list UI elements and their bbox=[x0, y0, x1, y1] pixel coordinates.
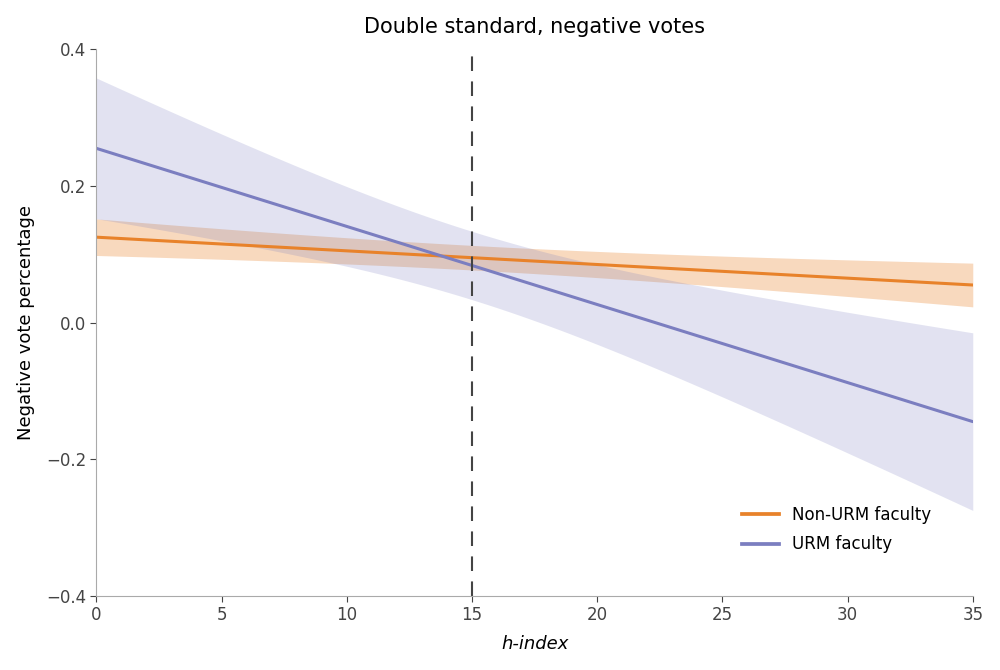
X-axis label: h-index: h-index bbox=[501, 635, 568, 653]
Title: Double standard, negative votes: Double standard, negative votes bbox=[364, 17, 705, 37]
Y-axis label: Negative vote percentage: Negative vote percentage bbox=[17, 205, 35, 440]
Legend: Non-URM faculty, URM faculty: Non-URM faculty, URM faculty bbox=[736, 499, 938, 560]
